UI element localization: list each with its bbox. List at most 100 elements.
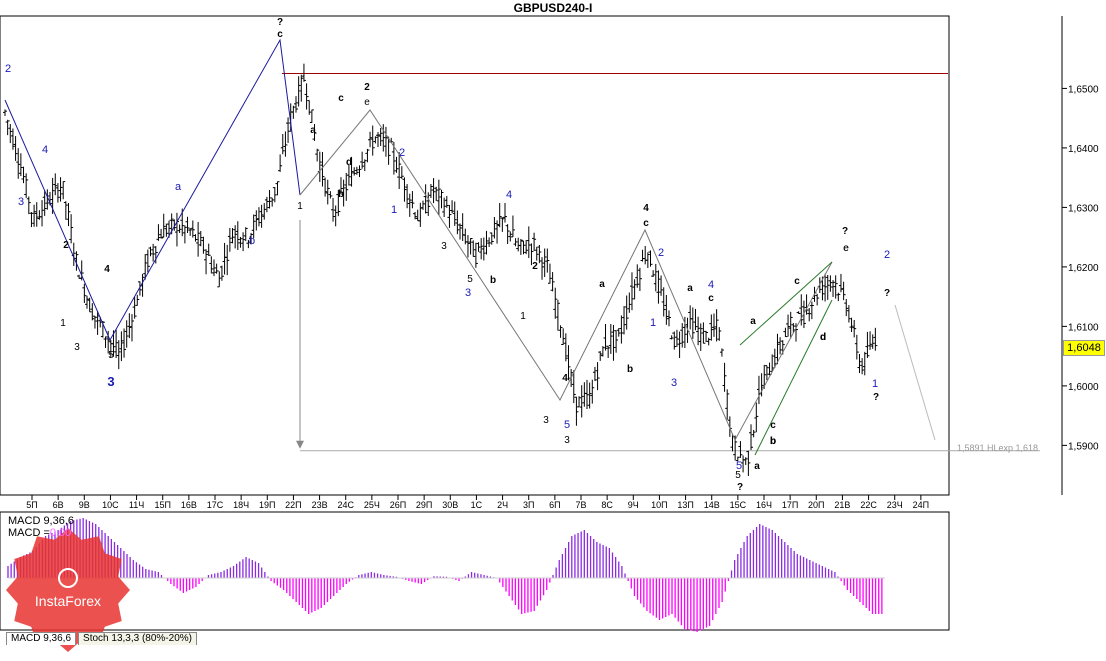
x-tick-label: 15П xyxy=(154,500,170,510)
wave-label-blue: 3 xyxy=(107,374,114,389)
wave-label-blue: 1 xyxy=(650,317,656,329)
last-price-badge: 1,6048 xyxy=(1063,340,1105,356)
wave-label-blue: 1 xyxy=(391,204,397,216)
macd-title: MACD 9,36,6 MACD =0,00 xyxy=(8,515,74,539)
wave-label-black: ? xyxy=(884,288,890,299)
wave-label-black: a xyxy=(750,316,756,327)
forecast-line xyxy=(894,304,936,441)
x-tick-label: 15С xyxy=(730,500,747,510)
x-tick-label: 30В xyxy=(442,500,458,510)
wave-label-black: c xyxy=(708,293,714,304)
instaforex-logo-badge xyxy=(6,528,130,652)
y-tick-label: 1,6400 xyxy=(1068,144,1099,155)
x-tick-label: 16В xyxy=(181,500,197,510)
x-tick-label: 7В xyxy=(575,500,586,510)
tab-stoch[interactable]: Stoch 13,3,3 (80%-20%) xyxy=(78,632,197,645)
wave-label-black: d xyxy=(820,332,826,343)
x-tick-label: 6В xyxy=(53,500,64,510)
x-tick-label: 24П xyxy=(913,500,929,510)
wave-line-blue xyxy=(4,38,301,342)
macd-value-row: MACD =0,00 xyxy=(8,527,74,539)
arrow-head xyxy=(296,440,304,449)
wave-label-black: b xyxy=(627,364,633,375)
y-axis-ticks: 1,6500 1,6400 1,6300 1,6200 1,6100 1,6000 1,59… xyxy=(1062,84,1099,452)
x-tick-label: 29П xyxy=(416,500,432,510)
wave-label-black: 2 xyxy=(532,261,538,272)
wave-label-blue: 3 xyxy=(18,196,24,208)
tab-macd[interactable]: MACD 9,36,6 xyxy=(6,632,77,645)
x-tick-label: 23Ч xyxy=(887,500,903,510)
x-axis-ticks: 5П 6В 9В 10С 11Ч 15П 16В 17С 18Ч 19П 22П 23В 24С 25Ч 2… xyxy=(26,495,929,510)
wave-label-blue: 3 xyxy=(465,287,471,299)
channel-lower xyxy=(754,299,833,456)
wave-label-black: d xyxy=(820,332,826,343)
wave-label-black: 3 xyxy=(441,241,447,252)
wave-label-black: b xyxy=(770,436,776,447)
wave-label-black: 2 xyxy=(364,82,370,93)
wave-label-blue: 5 xyxy=(564,419,570,431)
x-tick-label: 17С xyxy=(207,500,224,510)
wave-label-black: c xyxy=(643,218,649,229)
wave-label-black: ? xyxy=(842,226,848,237)
wave-label-black: ? xyxy=(873,392,879,403)
wave-label-black: 2 xyxy=(63,240,69,251)
wave-line-gray xyxy=(299,109,833,442)
wave-label-black: 1 xyxy=(520,311,526,322)
wave-label-blue: 1 xyxy=(872,378,878,390)
x-tick-label: 14В xyxy=(704,500,720,510)
wave-label-black: b xyxy=(338,189,344,200)
x-tick-label: 9Ч xyxy=(628,500,639,510)
wave-label-black: c xyxy=(770,420,776,431)
wave-label-black: b xyxy=(490,275,496,286)
x-tick-label: 8С xyxy=(601,500,613,510)
y-tick-label: 1,6000 xyxy=(1068,382,1099,393)
wave-label-black: 5 xyxy=(735,470,741,481)
wave-label-black: c xyxy=(794,276,800,287)
wave-label-blue: 4 xyxy=(506,189,512,201)
main-plot-frame xyxy=(0,15,950,496)
x-tick-label: 18Ч xyxy=(233,500,249,510)
wave-label-black: 1 xyxy=(60,318,66,329)
wave-label-black: e xyxy=(843,243,849,254)
macd-value: 0,00 xyxy=(49,527,72,539)
macd-label: MACD = xyxy=(8,527,50,539)
macd-histogram xyxy=(7,518,885,632)
wave-label-black: 3 xyxy=(564,435,570,446)
wave-label-black: 5 xyxy=(467,274,473,285)
wave-label-black: c xyxy=(338,93,344,104)
wave-label-black: d xyxy=(346,157,352,168)
wave-label-black: e xyxy=(364,97,370,108)
x-tick-label: 1С xyxy=(471,500,483,510)
x-tick-label: 6П xyxy=(549,500,560,510)
y-tick-label: 1,6500 xyxy=(1068,84,1099,95)
wave-label-black: 4 xyxy=(104,264,110,275)
wave-label-blue: 2 xyxy=(5,63,11,75)
wave-label-black: 4 xyxy=(562,373,568,384)
indicator-tabs: MACD 9,36,6 Stoch 13,3,3 (80%-20%) xyxy=(6,632,197,645)
wave-label-blue: 4 xyxy=(708,279,714,291)
x-tick-label: 13П xyxy=(677,500,693,510)
x-tick-label: 3П xyxy=(523,500,534,510)
logo-text: InstaForex xyxy=(34,593,102,609)
wave-label-black: ? xyxy=(737,482,743,493)
channel-upper xyxy=(739,261,833,346)
wave-label-blue: 2 xyxy=(884,249,890,261)
x-tick-label: 25Ч xyxy=(364,500,380,510)
x-tick-label: 24С xyxy=(337,500,354,510)
macd-indicator-name: MACD 9,36,6 xyxy=(8,515,75,527)
x-tick-label: 2Ч xyxy=(497,500,508,510)
wave-label-blue: 2 xyxy=(399,147,405,159)
wave-label-blue: b xyxy=(249,235,255,247)
y-tick-label: 1,6100 xyxy=(1068,322,1099,333)
x-tick-label: 5П xyxy=(26,500,37,510)
wave-label-blue: 3 xyxy=(671,377,677,389)
y-tick-label: 1,5900 xyxy=(1068,441,1099,452)
wave-label-blue: a xyxy=(175,181,182,193)
price-layer xyxy=(3,38,1040,476)
x-tick-label: 9В xyxy=(79,500,90,510)
macd-plot-frame xyxy=(0,511,950,631)
horizontal-line-label: 1,5891 HLexp 1,618 xyxy=(957,443,1038,453)
wave-label-black: 3 xyxy=(74,342,80,353)
